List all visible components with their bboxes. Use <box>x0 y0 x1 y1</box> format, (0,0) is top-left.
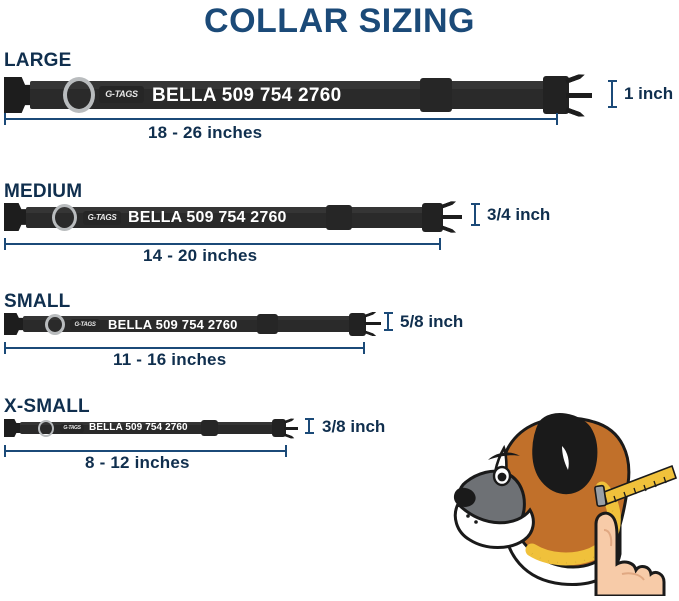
buckle-body <box>422 203 443 232</box>
engraved-text: BELLA 509 754 2760 <box>152 84 342 106</box>
dog-nose <box>453 487 476 507</box>
length-text-xsmall: 8 - 12 inches <box>85 453 190 472</box>
width-indicator-xsmall <box>305 418 314 434</box>
dimension-bar <box>4 450 287 452</box>
ibeam-serif-bottom <box>471 224 480 226</box>
width-text-large: 1 inch <box>624 84 674 103</box>
collar-strap <box>23 316 363 332</box>
buckle-prong-bottom <box>283 433 294 440</box>
size-label-xsmall: X-SMALL <box>4 396 90 417</box>
ibeam-serif-bottom <box>384 329 393 331</box>
buckle-prong-top <box>565 72 586 84</box>
length-dimension-large <box>4 113 558 125</box>
dimension-bar <box>4 118 558 120</box>
slider-keeper <box>326 205 352 230</box>
collar-graphic-large: G-TAGS BELLA 509 754 2760 <box>4 74 596 116</box>
size-label-medium: MEDIUM <box>4 181 83 202</box>
dimension-cap-left <box>4 113 6 125</box>
slider-keeper <box>257 314 278 334</box>
buckle-prong-middle <box>284 427 298 430</box>
engraved-text: BELLA 509 754 2760 <box>108 316 238 332</box>
d-ring <box>45 314 65 335</box>
length-text-large: 18 - 26 inches <box>148 123 263 142</box>
collar-graphic-small: G-TAGS BELLA 509 754 2760 <box>4 310 384 338</box>
width-text-xsmall: 3/8 inch <box>322 417 386 436</box>
d-ring <box>52 204 77 231</box>
brand-label: G-TAGS <box>83 211 121 225</box>
tape-clasp <box>594 484 607 508</box>
buckle-prong-top <box>440 200 456 209</box>
ibeam-stem <box>387 312 389 331</box>
dimension-cap-right <box>439 238 441 250</box>
dimension-cap-left <box>4 342 6 354</box>
width-indicator-medium <box>471 203 480 226</box>
collar-end-tab <box>4 419 24 437</box>
engraved-text: BELLA 509 754 2760 <box>128 209 287 226</box>
d-ring <box>63 77 95 113</box>
width-text-medium: 3/4 inch <box>487 205 551 224</box>
brand-label: G-TAGS <box>99 86 144 103</box>
dog-pupil <box>497 472 507 482</box>
engraved-text: BELLA 509 754 2760 <box>89 422 188 433</box>
size-label-large: LARGE <box>4 50 72 71</box>
tape-tail-ticks <box>613 476 667 503</box>
dog-whisker-dot <box>474 520 478 524</box>
dimension-cap-right <box>363 342 365 354</box>
finger-crease <box>603 529 613 547</box>
length-dimension-medium <box>4 238 441 250</box>
buckle-prong-middle <box>441 215 462 219</box>
ibeam-stem <box>611 80 613 108</box>
ibeam-serif-top <box>608 80 617 82</box>
size-label-small: SMALL <box>4 291 71 312</box>
d-ring <box>38 420 54 437</box>
boxer-dog-measurement-illustration <box>444 404 679 598</box>
buckle-prong-bottom <box>440 225 456 234</box>
ibeam-serif-top <box>384 312 393 314</box>
buckle-prong-middle <box>364 322 381 325</box>
buckle-body <box>349 313 366 336</box>
ibeam-stem <box>308 418 310 434</box>
collar-end-tab <box>4 313 28 335</box>
length-dimension-xsmall <box>4 445 287 457</box>
dimension-cap-right <box>285 445 287 457</box>
dimension-bar <box>4 243 441 245</box>
dimension-bar <box>4 347 365 349</box>
ibeam-serif-bottom <box>608 106 617 108</box>
dimension-cap-left <box>4 238 6 250</box>
collar-graphic-xsmall: G-TAGS BELLA 509 754 2760 <box>4 416 304 440</box>
hand <box>594 511 666 598</box>
length-text-small: 11 - 16 inches <box>113 350 227 369</box>
slider-keeper <box>201 420 218 436</box>
dog-jowls <box>453 501 535 549</box>
dog-whisker-dot <box>466 514 470 518</box>
buckle-prong-top <box>283 417 294 424</box>
dimension-cap-left <box>4 445 6 457</box>
buckle-prong-middle <box>566 93 592 98</box>
length-dimension-small <box>4 342 365 354</box>
width-indicator-large <box>608 80 617 108</box>
ibeam-serif-top <box>471 203 480 205</box>
width-indicator-small <box>384 312 393 331</box>
page-title: COLLAR SIZING <box>204 2 475 40</box>
dog-brow <box>488 452 520 460</box>
brand-label: G-TAGS <box>60 424 84 433</box>
buckle-prong-bottom <box>565 107 586 119</box>
collar-graphic-medium: G-TAGS BELLA 509 754 2760 <box>4 200 464 234</box>
buckle-body <box>543 76 569 114</box>
dog-ear-highlight <box>562 446 569 470</box>
slider-keeper <box>420 78 452 112</box>
ibeam-serif-top <box>305 418 314 420</box>
ibeam-serif-bottom <box>305 432 314 434</box>
buckle-body <box>272 419 286 437</box>
ibeam-stem <box>474 203 476 226</box>
length-text-medium: 14 - 20 inches <box>143 246 258 265</box>
brand-label: G-TAGS <box>70 319 100 330</box>
width-text-small: 5/8 inch <box>400 312 464 331</box>
collar-strap <box>20 422 285 434</box>
knuckle-crease <box>621 572 645 581</box>
dimension-cap-right <box>556 113 558 125</box>
